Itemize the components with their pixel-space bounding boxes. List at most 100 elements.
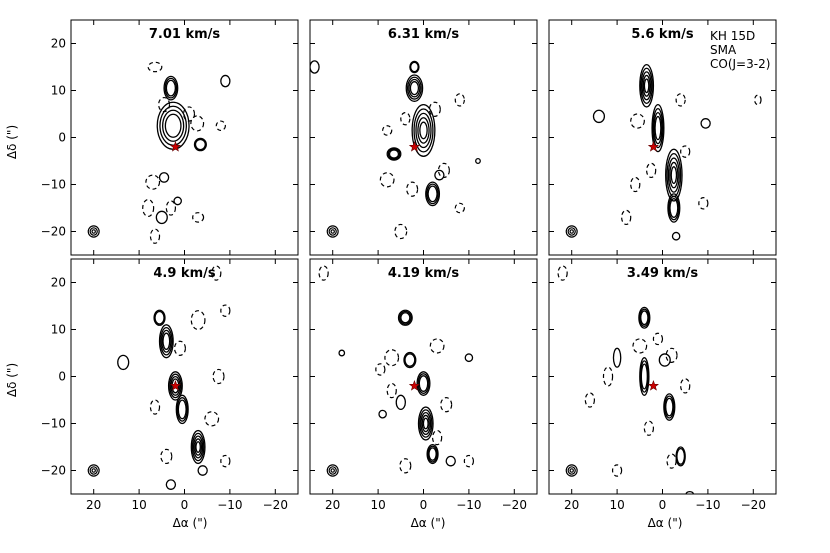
positive-contour: [592, 109, 606, 124]
positive-contour: [194, 138, 206, 151]
velocity-label: 6.31 km/s: [388, 27, 460, 42]
panel-grid: 20 10 0 −10 −20 7.01 km/s 6.31 km/s 5.6 km/s 20 1…: [41, 19, 777, 512]
positive-contour: [642, 74, 651, 97]
positive-contour: [388, 149, 400, 159]
velocity-label: 4.19 km/s: [388, 266, 460, 281]
channel-panel-4: 20 10 0 −10 −20 20 10 0 −10 −20 4.9 km/s: [41, 258, 299, 512]
negative-contour: [754, 94, 762, 106]
beam-marker: [91, 229, 96, 234]
negative-contour: [382, 125, 393, 136]
velocity-label: 5.6 km/s: [631, 27, 693, 42]
positive-contour: [640, 310, 649, 326]
y-tick-label: −20: [41, 225, 66, 239]
axes-frame: [548, 258, 777, 495]
x-tick-label: −10: [695, 498, 720, 512]
positive-contour: [400, 312, 411, 324]
beam-marker: [330, 468, 335, 473]
positive-contour: [417, 406, 434, 441]
positive-contour: [638, 306, 651, 329]
positive-contour: [663, 393, 676, 421]
positive-contour: [387, 148, 401, 160]
negative-contour: [394, 223, 408, 240]
negative-contour: [182, 106, 196, 122]
negative-contour: [630, 176, 641, 193]
axes-frame: [309, 19, 538, 256]
negative-contour: [602, 366, 614, 387]
positive-contour: [421, 414, 430, 433]
negative-contour: [680, 145, 691, 158]
positive-contour: [640, 67, 653, 105]
positive-contour: [418, 375, 429, 392]
star-marker: [647, 141, 659, 152]
axes-frame: [70, 19, 299, 256]
y-tick-label: 10: [51, 84, 66, 98]
negative-contour: [428, 101, 441, 117]
negative-contour: [386, 382, 397, 399]
positive-contour: [406, 76, 422, 100]
positive-contour: [652, 107, 664, 149]
positive-contour: [413, 108, 434, 153]
negative-contour: [431, 429, 443, 446]
negative-contour: [190, 310, 206, 331]
positive-contour: [475, 157, 481, 164]
positive-contour: [669, 198, 679, 218]
positive-contour: [665, 397, 674, 417]
x-tick-label: −10: [456, 498, 481, 512]
positive-contour: [404, 353, 416, 367]
velocity-label: 7.01 km/s: [149, 27, 221, 42]
beam-marker: [569, 468, 574, 473]
beam-marker: [328, 466, 337, 475]
negative-contour: [318, 265, 329, 281]
beam-marker: [565, 225, 578, 238]
y-tick-label: 20: [51, 37, 66, 51]
positive-contour: [197, 465, 208, 476]
negative-contour: [220, 304, 231, 317]
contour-layer: [557, 265, 695, 494]
positive-contour: [668, 195, 680, 221]
positive-contour: [416, 371, 431, 396]
beam-marker: [567, 466, 576, 475]
x-tick-label: 20: [86, 498, 101, 512]
positive-contour: [410, 61, 419, 73]
channel-panel-2: 6.31 km/s: [309, 19, 538, 256]
x-tick-label: −20: [263, 498, 288, 512]
positive-contour: [676, 447, 686, 465]
positive-contour: [671, 231, 681, 241]
negative-contour: [204, 411, 220, 427]
positive-contour: [193, 137, 207, 152]
positive-contour: [192, 435, 204, 459]
negative-contour: [379, 172, 395, 188]
positive-contour: [397, 309, 413, 326]
axes-frame: [70, 258, 299, 495]
positive-contour: [669, 161, 679, 189]
negative-contour: [611, 464, 623, 477]
contour-layer: [565, 64, 762, 241]
negative-contour: [406, 181, 419, 197]
star-marker: [408, 380, 420, 391]
negative-contour: [173, 340, 187, 356]
positive-contour: [173, 196, 182, 206]
negative-contour: [643, 420, 655, 436]
positive-contour: [176, 397, 188, 422]
negative-contour: [437, 162, 450, 179]
velocity-label: 3.49 km/s: [627, 266, 699, 281]
positive-contour: [445, 455, 456, 467]
channel-panel-1: 20 10 0 −10 −20 7.01 km/s: [41, 19, 299, 256]
beam-marker: [326, 225, 339, 238]
positive-contour: [653, 111, 663, 145]
negative-contour: [211, 265, 222, 281]
positive-contour: [409, 81, 420, 96]
positive-contour: [165, 479, 177, 490]
negative-contour: [652, 332, 664, 346]
x-axis-label-middle: Δα ("): [411, 516, 446, 530]
negative-contour: [215, 120, 226, 132]
positive-contour: [399, 310, 412, 325]
annotation-object: KH 15D: [710, 29, 755, 43]
positive-contour: [639, 64, 655, 108]
contour-layer: [318, 265, 475, 477]
beam-marker: [87, 464, 100, 477]
positive-contour: [651, 103, 665, 153]
star-marker: [408, 141, 420, 152]
negative-contour: [192, 212, 205, 223]
positive-contour: [154, 310, 165, 325]
